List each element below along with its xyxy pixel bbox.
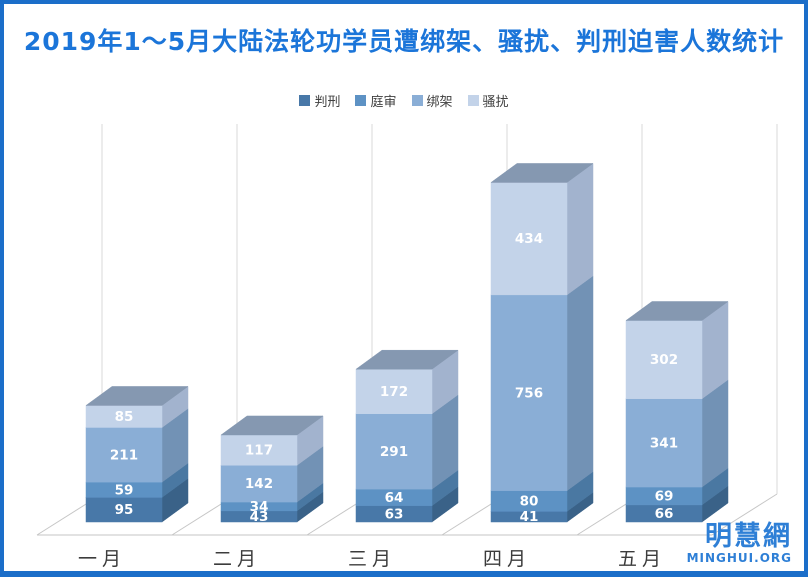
bar-segment-front — [625, 398, 703, 488]
category-label: 三月 — [348, 548, 396, 570]
chart-title: 2019年1～5月大陆法轮功学员遭绑架、骚扰、判刑迫害人数统计 — [23, 27, 785, 56]
bar-top-face — [490, 163, 594, 183]
bar-segment-front — [490, 182, 568, 296]
legend-label: 骚扰 — [482, 95, 509, 110]
category-label: 四月 — [483, 548, 531, 570]
value-label: 34 — [250, 499, 269, 515]
value-label: 41 — [520, 509, 539, 525]
legend-label: 庭审 — [370, 95, 397, 110]
bar-segment-front — [355, 413, 433, 490]
legend-label: 绑架 — [426, 95, 453, 110]
value-label: 117 — [245, 443, 273, 459]
bar-top-face — [85, 386, 189, 406]
value-label: 69 — [655, 488, 674, 504]
legend-swatch — [467, 95, 479, 106]
category-label: 二月 — [213, 548, 261, 570]
bar-segment-front — [85, 427, 163, 483]
bar-segment-side — [566, 275, 594, 492]
bar-segment-front — [355, 368, 433, 414]
legend-swatch — [411, 95, 423, 106]
value-label: 80 — [520, 494, 539, 510]
legend-label: 判刑 — [314, 95, 341, 110]
bar-top-face — [355, 349, 459, 370]
legend-swatch — [355, 95, 367, 106]
value-label: 172 — [380, 384, 408, 400]
watermark-chinese: 明慧網 — [705, 520, 792, 552]
value-label: 211 — [110, 447, 138, 463]
bar-segment-front — [220, 434, 298, 466]
minghui-watermark: 明慧網 MINGHUI.ORG — [686, 520, 792, 565]
floor-separator — [711, 493, 778, 536]
bar-segment-front — [220, 465, 298, 503]
bar-top-face — [625, 301, 729, 321]
value-label: 291 — [380, 444, 408, 460]
value-label: 756 — [515, 385, 543, 401]
bar-segment-side — [566, 162, 594, 296]
value-label: 66 — [655, 506, 674, 522]
watermark-domain: MINGHUI.ORG — [686, 551, 792, 565]
category-label: 五月 — [618, 548, 666, 570]
bar-segment-front — [490, 294, 568, 491]
value-label: 434 — [515, 231, 543, 247]
value-label: 142 — [245, 476, 273, 492]
value-label: 63 — [385, 506, 404, 522]
bar-segment-front — [625, 320, 703, 399]
value-label: 64 — [385, 490, 404, 506]
value-label: 302 — [650, 352, 678, 368]
value-label: 43 — [250, 509, 269, 525]
value-label: 85 — [115, 409, 134, 425]
value-label: 341 — [650, 435, 678, 451]
legend-item-2: 庭审 — [355, 91, 397, 110]
legend-item-1: 判刑 — [299, 91, 340, 110]
value-label: 95 — [115, 502, 134, 518]
value-label: 59 — [115, 482, 134, 498]
legend: 判刑 庭审 绑架 骚扰 — [4, 91, 804, 110]
category-label: 一月 — [78, 548, 126, 570]
legend-item-3: 绑架 — [411, 91, 453, 110]
bar-segment-front — [85, 497, 163, 523]
legend-swatch — [299, 95, 311, 106]
bar-top-face — [220, 415, 324, 436]
legend-item-4: 骚扰 — [467, 91, 509, 110]
